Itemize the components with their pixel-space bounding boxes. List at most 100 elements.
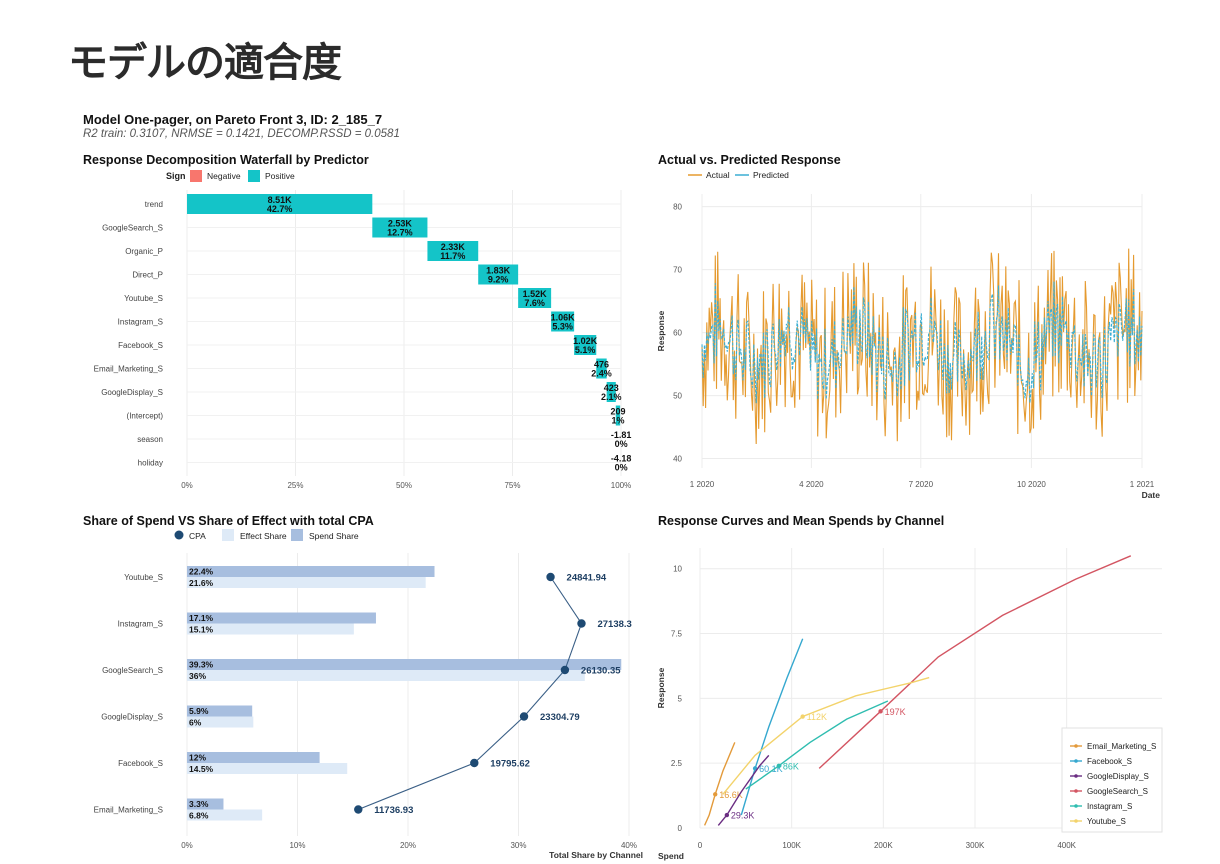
legend-dot-Instagram_S — [1074, 804, 1078, 808]
category-label: Facebook_S — [118, 759, 163, 768]
mean-point-Instagram_S — [776, 763, 782, 768]
value-label: 423 — [604, 383, 619, 393]
mean-label-Youtube_S: 112K — [807, 712, 827, 722]
mean-label-GoogleDisplay_S: 29.3K — [731, 811, 755, 821]
y-tick-label: 7.5 — [671, 630, 683, 639]
effect-share-label: 15.1% — [189, 625, 214, 635]
cpa-point — [470, 758, 479, 768]
effect-share-label: 36% — [189, 671, 206, 681]
legend-dot-GoogleSearch_S — [1074, 789, 1078, 793]
legend-title: Sign — [166, 171, 186, 181]
x-tick-label: 100K — [782, 841, 801, 850]
effect-bar-Facebook_S — [187, 763, 348, 774]
value-label: 209 — [610, 407, 625, 417]
legend-swatch-effect — [222, 529, 234, 541]
share-label: 2.4% — [591, 369, 612, 379]
legend-swatch-negative — [190, 170, 202, 182]
x-tick-label: 200K — [874, 841, 893, 850]
value-label: 1.83K — [486, 266, 511, 276]
cpa-point — [546, 572, 555, 582]
x-tick-label: 4 2020 — [799, 480, 824, 489]
spend-share-label: 39.3% — [189, 660, 214, 670]
value-label: 2.33K — [441, 242, 466, 252]
curve-Instagram_S — [745, 700, 889, 790]
share-label: 9.2% — [488, 275, 509, 285]
cpa-label: 11736.93 — [374, 805, 413, 816]
x-tick-label: 30% — [510, 841, 526, 850]
y-tick-label: 5 — [678, 694, 683, 703]
x-tick-label: 1 2021 — [1130, 480, 1155, 489]
curve-Youtube_S — [722, 676, 930, 795]
onepager-subtitle: R2 train: 0.3107, NRMSE = 0.1421, DECOMP… — [83, 128, 400, 140]
spend-bar-Instagram_S — [187, 612, 376, 624]
bar-GoogleSearch_S — [372, 217, 428, 238]
series-predicted — [701, 281, 1143, 404]
value-label: 8.51K — [268, 195, 293, 205]
legend-swatch-cpa — [174, 530, 184, 540]
share-label: 11.7% — [440, 251, 465, 261]
cpa-point — [560, 665, 570, 675]
share-label: 1% — [611, 416, 624, 426]
y-tick-label: 10 — [673, 565, 682, 574]
cpa-label: 24841.94 — [567, 573, 607, 584]
effect-bar-Youtube_S — [187, 577, 426, 588]
cpa-label: 23304.79 — [540, 712, 580, 723]
x-tick-label: 7 2020 — [909, 480, 934, 489]
x-axis-title: Date — [1142, 490, 1161, 500]
curve-GoogleDisplay_S — [717, 754, 770, 826]
category-label: GoogleDisplay_S — [101, 388, 163, 397]
cpa-point — [519, 712, 529, 721]
mean-label-Facebook_S: 60.1K — [759, 764, 783, 774]
value-label: 1.02K — [573, 336, 598, 346]
mean-label-GoogleSearch_S: 197K — [885, 707, 906, 717]
x-tick-label: 40% — [621, 841, 637, 850]
response-curves-chart: Response Curves and Mean Spends by Chann… — [656, 514, 1163, 861]
chart-title: Share of Spend VS Share of Effect with t… — [83, 514, 374, 528]
effect-bar-Email_Marketing_S — [187, 809, 263, 821]
share-spend-effect-chart: Share of Spend VS Share of Effect with t… — [83, 514, 643, 860]
legend-label-GoogleDisplay_S: GoogleDisplay_S — [1087, 772, 1149, 781]
x-tick-label: 10% — [289, 841, 305, 850]
x-tick-label: 1 2020 — [690, 480, 715, 489]
legend-label-Instagram_S: Instagram_S — [1087, 802, 1132, 811]
share-label: 0% — [615, 463, 628, 473]
legend-label-Facebook_S: Facebook_S — [1087, 757, 1132, 766]
chart-title: Response Curves and Mean Spends by Chann… — [658, 514, 944, 528]
chart-title: Response Decomposition Waterfall by Pred… — [83, 153, 369, 167]
category-label: Email_Marketing_S — [94, 365, 163, 374]
x-tick-label: 0 — [698, 841, 703, 850]
x-tick-label: 25% — [287, 481, 303, 490]
x-tick-label: 100% — [611, 481, 631, 490]
spend-share-label: 3.3% — [189, 799, 209, 809]
spend-share-label: 12% — [189, 753, 206, 763]
effect-share-label: 14.5% — [189, 764, 214, 774]
chart-title: Actual vs. Predicted Response — [658, 153, 841, 167]
y-tick-label: 80 — [673, 203, 682, 212]
legend-label-GoogleSearch_S: GoogleSearch_S — [1087, 787, 1148, 796]
y-axis-title: Response — [656, 667, 666, 708]
cpa-line — [358, 576, 583, 811]
spend-bar-Email_Marketing_S — [187, 798, 224, 810]
legend-swatch-spend — [291, 529, 303, 541]
x-tick-label: 0% — [181, 481, 193, 490]
curve-GoogleSearch_S — [818, 555, 1132, 769]
bar-Facebook_S — [574, 335, 597, 355]
y-tick-label: 40 — [673, 455, 682, 464]
value-label: 1.06K — [551, 313, 576, 323]
share-label: 42.7% — [267, 204, 293, 214]
legend-label-predicted: Predicted — [753, 170, 789, 180]
value-label: 476 — [594, 360, 609, 370]
mean-point-GoogleDisplay_S — [724, 812, 730, 818]
x-tick-label: 0% — [181, 841, 193, 850]
category-label: Facebook_S — [118, 341, 163, 350]
cpa-label: 26130.35 — [581, 666, 621, 677]
x-tick-label: 75% — [504, 481, 520, 490]
x-axis-title: Total Share by Channel — [549, 850, 643, 860]
legend-dot-Facebook_S — [1074, 759, 1078, 763]
category-label: Youtube_S — [124, 294, 163, 303]
bar-GoogleDisplay_S — [606, 382, 616, 402]
cpa-point — [577, 619, 586, 628]
category-label: Direct_P — [132, 271, 163, 280]
effect-share-label: 6.8% — [189, 811, 209, 821]
value-label: -4.18 — [611, 454, 632, 464]
